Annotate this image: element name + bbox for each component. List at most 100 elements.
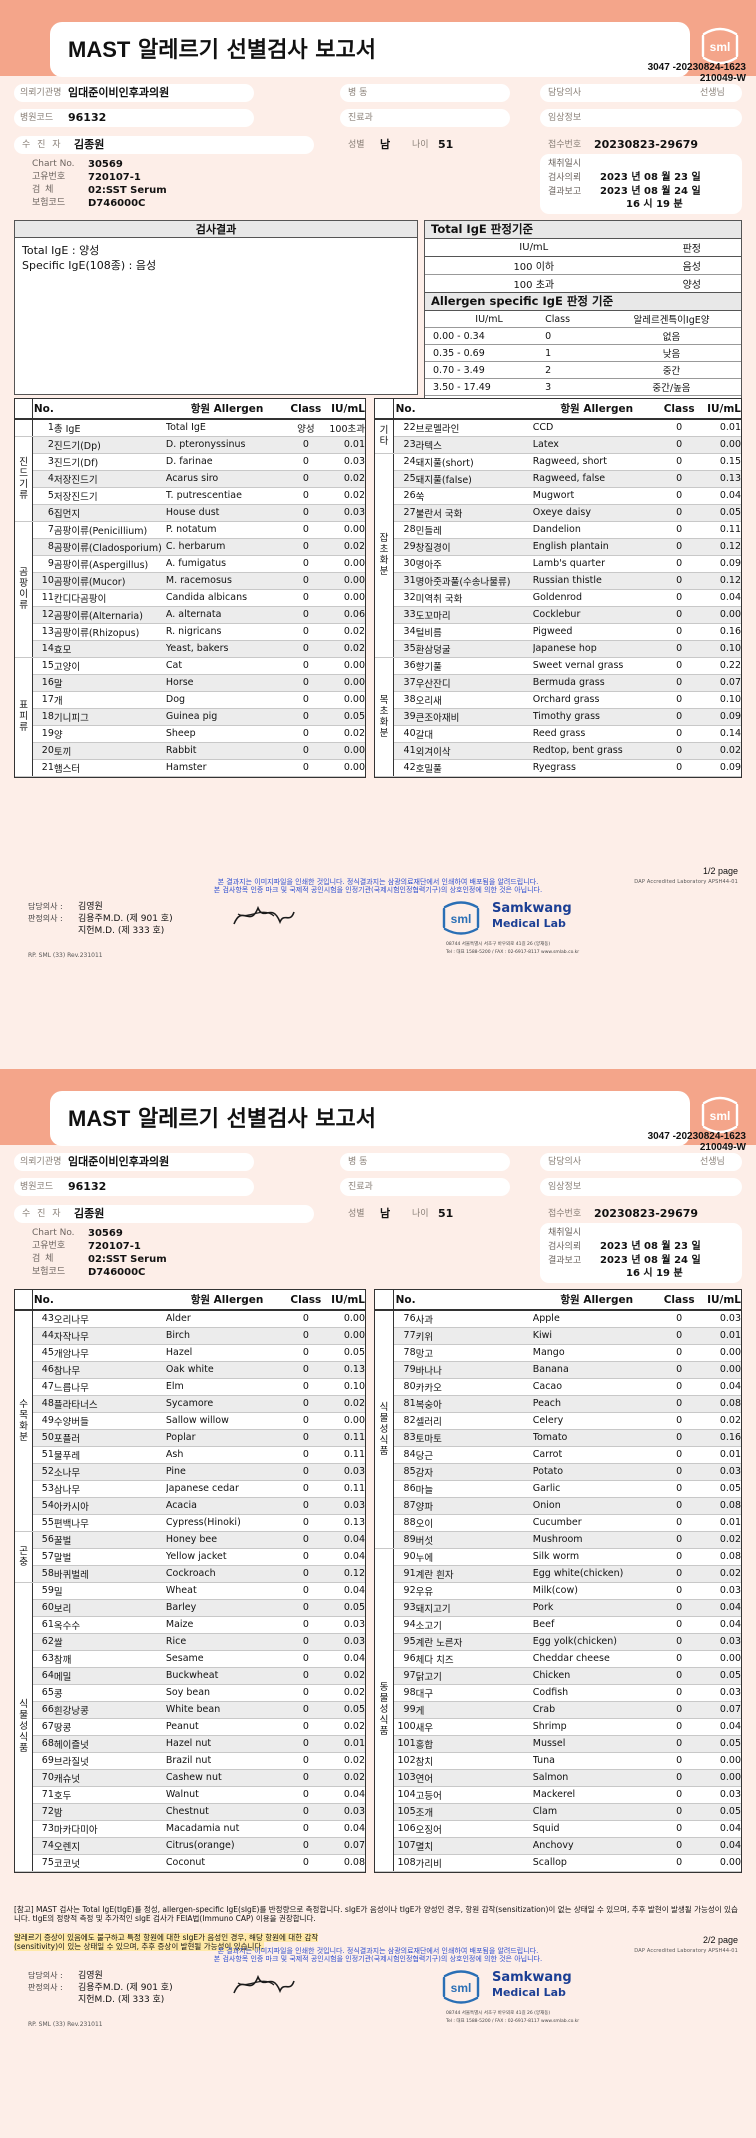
- spec-level-0: 없음: [601, 327, 741, 345]
- allergen-no: 54: [32, 1497, 54, 1515]
- table-row: 12 곰팡이류(Alternaria) A. alternata 0 0.06: [15, 606, 365, 624]
- allergen-no: 91: [393, 1565, 416, 1583]
- allergen-class: 0: [660, 1531, 698, 1549]
- allergen-class: 0: [660, 1786, 698, 1804]
- table-row: 82 셀러리 Celery 0 0.02: [375, 1412, 741, 1430]
- allergen-no: 107: [393, 1837, 416, 1855]
- allergen-name-kr: 누에: [415, 1547, 533, 1566]
- table-row: 81 복숭아 Peach 0 0.08: [375, 1395, 741, 1413]
- allergen-name-kr: 호두: [53, 1786, 166, 1804]
- allergen-class: 0: [660, 1650, 698, 1668]
- allergen-class: 0: [288, 1735, 324, 1753]
- allergen-name-kr: 닭고기: [415, 1667, 533, 1685]
- table-row: 13 곰팡이류(Rhizopus) R. nigricans 0 0.02: [15, 623, 365, 641]
- allergen-name-kr: 개암나무: [53, 1344, 166, 1362]
- allergen-iu: 0.13: [323, 1514, 365, 1532]
- allergen-name-en: Pigweed: [532, 623, 661, 641]
- allergen-name-kr: 총 IgE: [53, 419, 166, 437]
- print-footnote-line1: 본 결과지는 이미지파일을 인쇄한 것입니다. 정식결과지는 삼광의료재단에서 …: [217, 878, 539, 886]
- allergen-name-kr: 향기풀: [415, 656, 533, 675]
- allergen-name-en: Ragweed, short: [532, 452, 661, 471]
- title-plate-p2: [50, 1091, 690, 1146]
- allergen-no: 29: [393, 538, 416, 556]
- allergen-class: 0: [660, 1480, 698, 1498]
- allergen-no: 78: [393, 1344, 416, 1362]
- allergen-iu: 0.04: [323, 1581, 365, 1600]
- table-row: 3.50 - 17.49 3 중간/높음: [425, 378, 741, 396]
- lab-address-2: Tel : 대표 1588-5200 / FAX : 02-6917-8117 …: [446, 950, 580, 955]
- table-row: 식 물 성 식 품 59 밀 Wheat 0 0.04: [15, 1581, 365, 1872]
- allergen-class: 0: [660, 470, 698, 488]
- allergen-class: 0: [660, 691, 698, 709]
- allergen-iu: 0.04: [697, 1837, 741, 1855]
- allergen-no: 59: [32, 1581, 54, 1600]
- allergen-name-en: Mugwort: [532, 487, 661, 505]
- allergen-iu: 0.03: [323, 1463, 365, 1481]
- allergen-iu: 0.02: [697, 1565, 741, 1583]
- table-row: 107 멸치 Anchovy 0 0.04: [375, 1837, 741, 1855]
- allergen-class: 0: [288, 1769, 324, 1787]
- allergen-name-kr: 곰팡이류(Penicillium): [53, 520, 166, 539]
- allergen-class: 0: [660, 1837, 698, 1855]
- allergen-name-en: CCD: [532, 419, 661, 437]
- allergen-no: 66: [32, 1701, 54, 1719]
- allergen-class: 0: [288, 1514, 324, 1532]
- allergen-iu: 0.13: [697, 470, 741, 488]
- lab-address-1: 08744 서울특별시 서초구 바우뫼로 41길 26 (양재동): [446, 942, 551, 947]
- spec-range-1: 0.35 - 0.69: [425, 344, 546, 362]
- allergen-class: 0: [660, 1395, 698, 1413]
- allergen-name-en: Sesame: [165, 1650, 289, 1668]
- allergen-class: 0: [288, 1837, 324, 1855]
- table-row: 46 참나무 Oak white 0 0.13: [15, 1361, 365, 1379]
- allergen-name-kr: 갈대: [415, 725, 533, 743]
- allergen-name-en: Apple: [532, 1310, 661, 1328]
- allergen-iu: 0.10: [697, 691, 741, 709]
- spec-class-0: 0: [545, 327, 602, 345]
- allergen-name-kr: 토마토: [415, 1429, 533, 1447]
- allergen-no: 77: [393, 1327, 416, 1345]
- sml-logo-icon: sml: [698, 26, 742, 66]
- allergen-no: 50: [32, 1429, 54, 1447]
- col-allergen-kr: [415, 399, 533, 420]
- table-row: 23 라텍스 Latex 0 0.00: [375, 436, 741, 454]
- insurance-label-p2: 보험코드: [32, 1267, 66, 1277]
- col-group: [15, 399, 34, 420]
- allergen-no: 44: [32, 1327, 54, 1345]
- allergen-name-en: Chestnut: [165, 1803, 289, 1821]
- allergen-no: 38: [393, 691, 416, 709]
- allergen-name-kr: 수양버들: [53, 1412, 166, 1430]
- allergen-iu: 100초과: [323, 419, 365, 437]
- allergen-iu: 0.02: [323, 1395, 365, 1413]
- allergen-class: 0: [660, 623, 698, 641]
- allergen-name-en: Pork: [532, 1599, 661, 1617]
- table-row: 108 가리비 Scallop 0 0.00: [375, 1854, 741, 1872]
- doctor-label-p2: 담당의사: [548, 1157, 582, 1167]
- print-footnote-line2-p2: 본 검사항목 인증 마크 및 국제적 공인시험을 인정기관(국제시험인정협력기구…: [213, 1955, 543, 1963]
- allergen-name-en: Hamster: [165, 759, 289, 777]
- allergen-name-en: Wheat: [165, 1581, 289, 1600]
- test-result-body: Total IgE : 양성 Specific IgE(108종) : 음성: [15, 238, 417, 278]
- allergen-class: 0: [288, 1565, 324, 1583]
- reported-value: 2023 년 08 월 24 일: [600, 186, 701, 197]
- allergen-no: 48: [32, 1395, 54, 1413]
- table-row: 17 개 Dog 0 0.00: [15, 691, 365, 709]
- org-value: 임대준이비인후과의원: [68, 86, 170, 99]
- table-row: 기 타 22 브로멜라인 CCD 0 0.01: [375, 419, 741, 454]
- allergen-name-kr: 참깨: [53, 1650, 166, 1668]
- allergen-name-en: Pine: [165, 1463, 289, 1481]
- table-row: 8 곰팡이류(Cladosporium) C. herbarum 0 0.02: [15, 538, 365, 556]
- allergen-class: 0: [660, 436, 698, 454]
- allergen-no: 69: [32, 1752, 54, 1770]
- allergen-name-kr: 자작나무: [53, 1327, 166, 1345]
- allergen-no: 32: [393, 589, 416, 607]
- allergen-iu: 0.02: [697, 1531, 741, 1549]
- allergen-no: 37: [393, 674, 416, 692]
- allergen-name-kr: 밀: [53, 1581, 166, 1600]
- table-row: 39 큰조아재비 Timothy grass 0 0.09: [375, 708, 741, 726]
- allergen-no: 22: [393, 419, 416, 437]
- spec-col-class: Class: [545, 311, 602, 328]
- table-row: 34 털비름 Pigweed 0 0.16: [375, 623, 741, 641]
- allergen-class: 양성: [288, 419, 324, 437]
- allergen-iu: 0.04: [697, 487, 741, 505]
- interpretation-highlight-2: (sensitivity)이 있는 상태일 수 있으며, 추후 증상이 발현될 …: [14, 1942, 264, 1951]
